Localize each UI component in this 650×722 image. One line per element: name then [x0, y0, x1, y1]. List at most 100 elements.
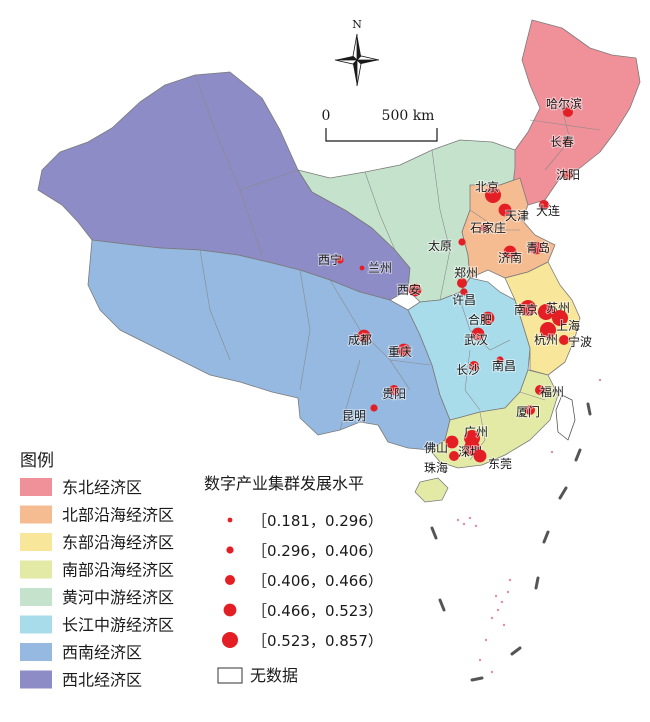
city-marker [449, 451, 459, 461]
legend-swatch [20, 478, 52, 496]
size-legend-symbol [222, 632, 238, 648]
city-marker [535, 385, 545, 395]
legend-region-label: 北部沿海经济区 [62, 506, 174, 525]
city-marker [525, 405, 535, 415]
legend-region-label: 黄河中游经济区 [62, 588, 174, 607]
city-label: 贵阳 [382, 387, 406, 401]
legend-region-label: 东北经济区 [62, 478, 142, 497]
city-label: 南昌 [492, 358, 516, 373]
south-china-sea-boundary [430, 402, 592, 682]
city-label: 沈阳 [556, 167, 580, 182]
legend-swatch [20, 533, 52, 551]
legend-region-label: 东部沿海经济区 [62, 533, 174, 552]
city-marker [397, 343, 411, 357]
region-northeast [511, 19, 641, 206]
city-label: 珠海 [424, 460, 448, 475]
size-legend-symbol [225, 575, 235, 585]
legend-swatch [20, 643, 52, 661]
city-label: 济南 [498, 250, 522, 265]
city-marker [538, 304, 554, 320]
city-label: 哈尔滨 [546, 96, 582, 111]
city-label: 长春 [550, 135, 574, 149]
city-marker [471, 327, 485, 341]
size-legend-range: ［0.523，0.857） [252, 632, 383, 650]
city-label: 青岛 [526, 240, 550, 255]
city-label: 广州 [464, 425, 488, 439]
legend-swatch [20, 615, 52, 634]
city-label: 福州 [540, 384, 564, 399]
city-marker [563, 107, 573, 117]
city-label: 昆明 [342, 409, 366, 423]
size-legend-symbol [223, 603, 237, 617]
legend-region-label: 长江中游经济区 [62, 616, 174, 635]
hainan-island [414, 477, 449, 503]
city-marker [408, 283, 422, 297]
city-label: 兰州 [368, 261, 392, 275]
region-southwest [87, 239, 451, 451]
legend-region-label: 西南经济区 [62, 643, 142, 662]
legend-swatch [20, 588, 52, 606]
region-legend: 图例 东北经济区北部沿海经济区东部沿海经济区南部沿海经济区黄河中游经济区长江中游… [20, 451, 174, 690]
city-label: 成都 [348, 333, 372, 347]
scale-distance-label: 500 km [382, 108, 435, 124]
city-marker [540, 322, 556, 338]
city-label: 上海 [556, 318, 580, 333]
city-marker [563, 170, 573, 180]
city-label: 太原 [428, 238, 452, 253]
legend-swatch [20, 505, 52, 524]
city-marker [552, 310, 568, 326]
size-legend-range: ［0.181，0.296） [252, 512, 383, 530]
city-marker [359, 265, 365, 271]
city-label: 长沙 [456, 363, 480, 377]
city-label: 武汉 [464, 333, 488, 347]
city-label: 西安 [397, 282, 421, 297]
city-marker [539, 200, 549, 210]
city-marker [473, 449, 487, 463]
city-label: 宁波 [568, 334, 592, 349]
city-marker [457, 278, 467, 288]
legend-swatch [20, 670, 52, 689]
legend-swatch [20, 560, 52, 579]
city-marker [389, 385, 399, 395]
city-marker [485, 187, 501, 203]
city-label: 北京 [475, 180, 499, 194]
south-china-sea-islands [456, 378, 602, 674]
scale-bar: 0 500 km [322, 108, 438, 142]
size-legend: 数字产业集群发展水平 ［0.181，0.296） ［0.296，0.406） ［0.… [204, 474, 383, 685]
city-marker [496, 356, 504, 364]
city-marker [559, 335, 569, 345]
city-marker [498, 203, 512, 217]
legend-region-label: 南部沿海经济区 [62, 561, 174, 580]
city-marker [336, 256, 344, 264]
city-label: 合肥 [468, 312, 492, 327]
taiwan-no-data [555, 394, 576, 441]
size-legend-symbol [226, 546, 234, 554]
city-marker [469, 361, 479, 371]
city-marker [562, 138, 570, 146]
city-marker [481, 311, 495, 325]
city-marker [503, 245, 517, 259]
city-marker [529, 241, 543, 255]
city-label: 杭州 [534, 332, 558, 347]
city-marker [445, 435, 459, 449]
economic-regions [37, 19, 641, 503]
city-label: 西宁 [318, 252, 342, 267]
north-label: N [352, 18, 362, 31]
no-data-swatch [217, 667, 243, 684]
city-marker [480, 224, 488, 232]
city-marker [370, 404, 378, 412]
city-label: 大连 [536, 203, 560, 218]
size-legend-range: ［0.296，0.406） [252, 542, 383, 560]
city-label: 南京 [514, 302, 538, 317]
city-label: 厦门 [516, 404, 540, 419]
city-label: 石家庄 [470, 220, 506, 235]
city-label: 许昌 [452, 293, 476, 307]
city-marker [458, 238, 466, 246]
size-legend-symbol [227, 517, 233, 523]
city-label: 东莞 [488, 457, 512, 471]
city-label: 天津 [505, 209, 529, 223]
legend-title: 图例 [20, 451, 54, 471]
size-legend-title: 数字产业集群发展水平 [204, 474, 364, 493]
